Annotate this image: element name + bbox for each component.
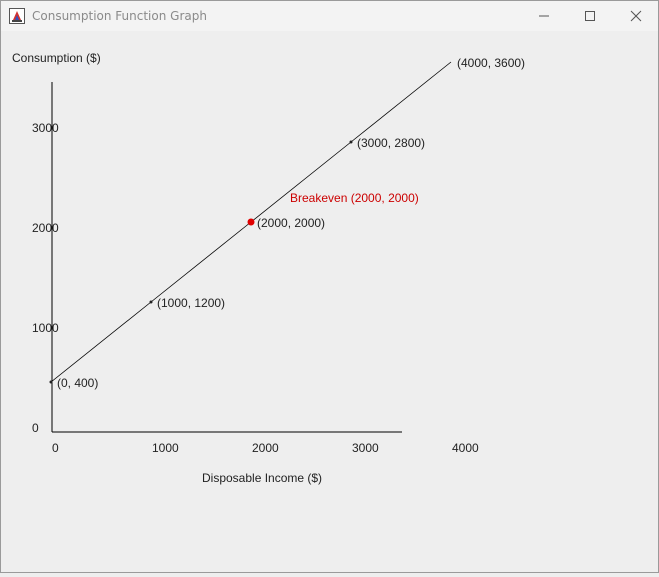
data-point	[349, 140, 353, 144]
close-button[interactable]	[613, 1, 659, 31]
maximize-icon	[585, 11, 595, 21]
maximize-button[interactable]	[567, 1, 613, 31]
close-icon	[630, 10, 642, 22]
data-point-label: (4000, 3600)	[457, 56, 525, 70]
data-point-label: (3000, 2800)	[357, 136, 425, 150]
x-tick-label: 4000	[452, 441, 479, 455]
x-tick-label: 1000	[152, 441, 179, 455]
y-tick-label: 1000	[32, 321, 59, 335]
data-point-label: (1000, 1200)	[157, 296, 225, 310]
x-tick-label: 2000	[252, 441, 279, 455]
x-tick-label: 3000	[352, 441, 379, 455]
y-tick-label: 0	[32, 421, 39, 435]
title-bar[interactable]: Consumption Function Graph	[1, 1, 658, 31]
data-point-label: (0, 400)	[57, 376, 98, 390]
y-tick-label: 2000	[32, 221, 59, 235]
minimize-button[interactable]	[521, 1, 567, 31]
x-tick-label: 0	[52, 441, 59, 455]
graph-panel: Consumption ($) Disposable Income ($) 0 1…	[1, 31, 658, 572]
data-point	[149, 300, 153, 304]
data-point	[49, 380, 53, 384]
window-title: Consumption Function Graph	[32, 9, 207, 23]
x-axis-label: Disposable Income ($)	[202, 471, 322, 485]
breakeven-point	[247, 218, 255, 226]
y-axis-label: Consumption ($)	[12, 51, 101, 65]
consumption-chart: Consumption ($) Disposable Income ($) 0 1…	[12, 51, 525, 485]
minimize-icon	[539, 15, 549, 17]
java-app-icon	[9, 8, 25, 24]
breakeven-label: Breakeven (2000, 2000)	[290, 191, 419, 205]
data-point-label: (2000, 2000)	[257, 216, 325, 230]
y-tick-label: 3000	[32, 121, 59, 135]
